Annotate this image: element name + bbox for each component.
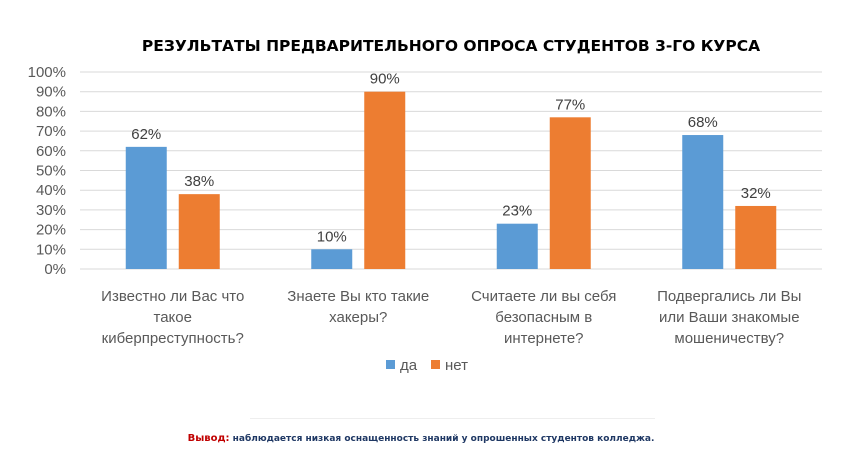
bar-chart: РЕЗУЛЬТАТЫ ПРЕДВАРИТЕЛЬНОГО ОПРОСА СТУДЕ… (28, 37, 822, 374)
y-tick-label: 30% (36, 202, 66, 219)
x-category-label: Знаете Вы кто такие (287, 288, 429, 305)
data-label: 90% (370, 71, 400, 88)
y-tick-label: 80% (36, 103, 66, 120)
conclusion-text: наблюдается низкая оснащенность знаний у… (229, 434, 655, 444)
legend-label: да (400, 357, 418, 374)
x-category-label: киберпреступность? (102, 330, 244, 347)
chart-title: РЕЗУЛЬТАТЫ ПРЕДВАРИТЕЛЬНОГО ОПРОСА СТУДЕ… (142, 37, 760, 55)
x-category-label: мошеничеству? (674, 330, 784, 347)
bar-да-0 (125, 146, 167, 269)
bar-нет-2 (549, 117, 591, 269)
legend-swatch-да (386, 360, 395, 369)
legend-swatch-нет (431, 360, 440, 369)
y-tick-label: 40% (36, 182, 66, 199)
x-category-label: хакеры? (329, 309, 387, 326)
bar-нет-1 (364, 91, 406, 269)
bar-да-2 (496, 223, 538, 269)
bar-да-3 (682, 135, 724, 269)
data-label: 62% (131, 126, 161, 143)
x-category-label: Известно ли Вас что (101, 288, 244, 305)
x-category-label: или Ваши знакомые (659, 309, 800, 326)
data-label: 38% (184, 173, 214, 190)
y-tick-label: 0% (44, 261, 66, 278)
x-category-label: Считаете ли вы себя (471, 288, 616, 305)
y-tick-label: 60% (36, 143, 66, 160)
y-tick-label: 100% (28, 64, 66, 81)
data-label: 32% (741, 185, 771, 202)
x-category-label: интернете? (504, 330, 584, 347)
x-category-label: Подвергались ли Вы (657, 288, 801, 305)
x-category-label: безопасным в (495, 309, 592, 326)
y-tick-label: 10% (36, 241, 66, 258)
y-tick-label: 70% (36, 123, 66, 140)
data-label: 23% (502, 203, 532, 220)
legend-label: нет (445, 357, 468, 374)
data-label: 77% (555, 96, 585, 113)
divider (250, 418, 655, 419)
y-tick-label: 20% (36, 222, 66, 239)
bar-да-1 (311, 249, 353, 269)
y-tick-label: 50% (36, 163, 66, 180)
bar-нет-3 (735, 205, 777, 269)
y-tick-label: 90% (36, 84, 66, 101)
x-category-label: такое (154, 309, 192, 326)
data-label: 10% (317, 228, 347, 245)
bar-нет-0 (178, 194, 220, 269)
conclusion-label: Вывод: (187, 433, 230, 444)
conclusion: Вывод: наблюдается низкая оснащенность з… (0, 433, 842, 444)
data-label: 68% (688, 114, 718, 131)
